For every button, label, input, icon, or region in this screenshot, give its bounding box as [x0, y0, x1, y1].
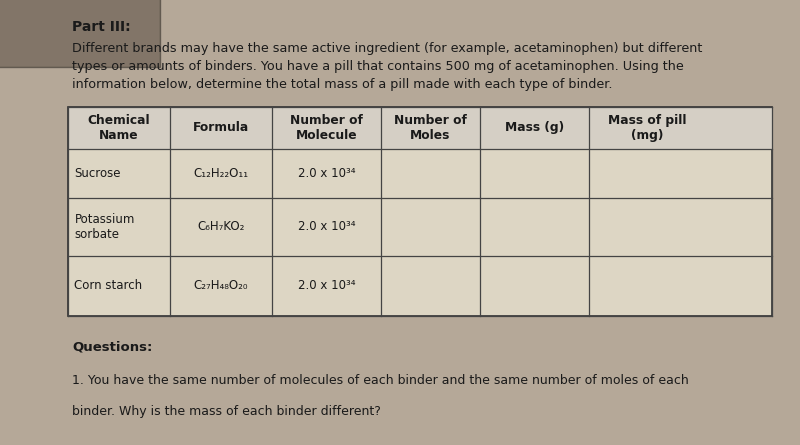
Text: Part III:: Part III:	[72, 20, 130, 34]
FancyBboxPatch shape	[0, 0, 160, 67]
Text: binder. Why is the mass of each binder different?: binder. Why is the mass of each binder d…	[72, 405, 381, 418]
Text: Potassium
sorbate: Potassium sorbate	[74, 213, 134, 241]
Text: 2.0 x 10³⁴: 2.0 x 10³⁴	[298, 220, 355, 234]
Text: Chemical
Name: Chemical Name	[88, 114, 150, 142]
Text: C₁₂H₂₂O₁₁: C₁₂H₂₂O₁₁	[194, 167, 249, 180]
Text: 2.0 x 10³⁴: 2.0 x 10³⁴	[298, 167, 355, 180]
Text: Questions:: Questions:	[72, 340, 152, 353]
Text: 2.0 x 10³⁴: 2.0 x 10³⁴	[298, 279, 355, 292]
Text: types or amounts of binders. You have a pill that contains 500 mg of acetaminoph: types or amounts of binders. You have a …	[72, 60, 684, 73]
Text: 1. You have the same number of molecules of each binder and the same number of m: 1. You have the same number of molecules…	[72, 374, 689, 387]
Text: Mass (g): Mass (g)	[505, 121, 564, 134]
Text: Sucrose: Sucrose	[74, 167, 121, 180]
FancyBboxPatch shape	[68, 107, 772, 316]
Text: Corn starch: Corn starch	[74, 279, 142, 292]
FancyBboxPatch shape	[68, 107, 772, 149]
Text: Formula: Formula	[193, 121, 250, 134]
Text: Number of
Moles: Number of Moles	[394, 114, 467, 142]
Text: C₂₇H₄₈O₂₀: C₂₇H₄₈O₂₀	[194, 279, 248, 292]
Text: Different brands may have the same active ingredient (for example, acetaminophen: Different brands may have the same activ…	[72, 42, 702, 55]
Text: Number of
Molecule: Number of Molecule	[290, 114, 363, 142]
FancyBboxPatch shape	[0, 0, 160, 67]
Text: information below, determine the total mass of a pill made with each type of bin: information below, determine the total m…	[72, 78, 613, 91]
Text: C₆H₇KO₂: C₆H₇KO₂	[198, 220, 245, 234]
Text: Mass of pill
(mg): Mass of pill (mg)	[608, 114, 686, 142]
